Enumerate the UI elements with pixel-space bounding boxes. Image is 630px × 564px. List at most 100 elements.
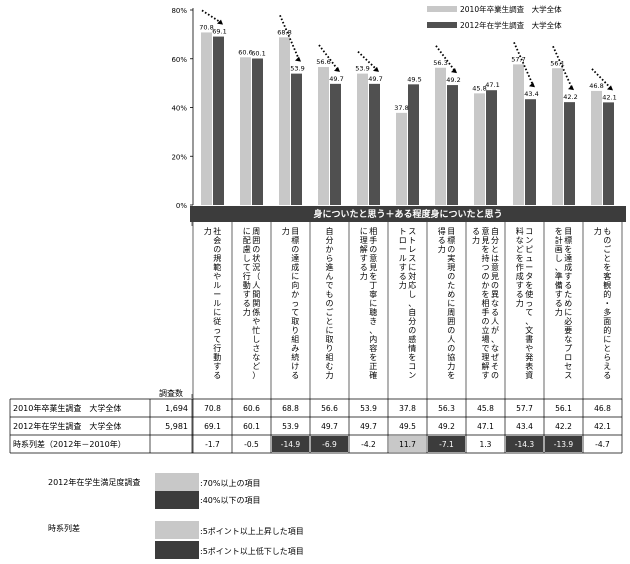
bar-2012	[486, 90, 497, 205]
category-label-char: め	[564, 299, 572, 308]
category-label-char: を	[516, 254, 524, 263]
category-label-char: 力	[243, 307, 251, 317]
category-label-char: 関	[252, 299, 260, 308]
category-label-char: 内	[369, 334, 377, 344]
table-cell: -0.5	[244, 440, 259, 449]
bar-2012	[447, 85, 458, 205]
category-label-char: 間	[252, 290, 260, 299]
cell-highlight-rise	[389, 436, 426, 452]
category-label-char: ト	[408, 236, 416, 245]
table-row-label: 時系列差（2012年－2010年）	[13, 439, 126, 449]
category-label-char: 、	[555, 263, 563, 272]
category-label-char: 向	[291, 280, 299, 290]
data-label-2010: 56.3	[433, 59, 447, 67]
category-label-char: 書	[525, 334, 533, 344]
category-label-char: っ	[291, 299, 299, 308]
y-tick-label: 80%	[171, 7, 187, 15]
category-label-char: 囲	[447, 317, 455, 326]
category-label-char: 正	[369, 362, 377, 371]
category-label-char: を	[482, 245, 490, 254]
category-label-char: の	[213, 245, 221, 254]
bars: 70.869.1 60.660.1 68.8 53.9 56.6 49.7 53.9 49.7…	[199, 23, 617, 206]
table-cell: 49.7	[321, 422, 338, 431]
category-label-char: る	[555, 299, 563, 308]
category-label-char: 見	[491, 272, 499, 281]
bar-2012	[603, 102, 614, 205]
category-label-char: き	[369, 317, 377, 326]
category-label-char: ロ	[399, 236, 407, 245]
category-label-char: や	[252, 317, 260, 326]
category-label-char: 自	[408, 307, 416, 317]
category-label-char: を	[525, 281, 533, 290]
legend-swatch-2012	[427, 22, 457, 28]
category-label-char: 行	[213, 343, 221, 353]
category-label-char: の	[369, 245, 377, 254]
data-label-2010: 57.7	[511, 55, 525, 63]
legend-label-2010: 2010年卒業生調査 大学全体	[460, 4, 562, 14]
category-label-char: の	[447, 326, 455, 335]
decline-arrow-head	[217, 19, 223, 25]
category-label-char: 相	[369, 226, 377, 236]
category-label-char: 手	[482, 307, 490, 317]
category-label-char: ど	[516, 245, 524, 254]
bar-2012	[252, 58, 263, 205]
category-label-char: に	[408, 263, 416, 272]
band-title: 身についたと思う＋ある程度身についたと思う	[313, 208, 502, 220]
decline-arrow-shaft	[201, 9, 222, 24]
category-label-char: 標	[447, 235, 455, 245]
category-label-char: 計	[555, 235, 563, 245]
key-satisfaction-title: 2012年在学生満足度調査	[48, 477, 140, 487]
category-label-char: 力	[326, 370, 334, 380]
data-label-2010: 56.1	[550, 59, 564, 67]
category-label-char: 見	[369, 263, 377, 272]
table-cell: 56.6	[321, 404, 338, 413]
category-label-char: プ	[564, 344, 572, 353]
category-label-char: 文	[525, 325, 533, 335]
category-label-char: っ	[525, 299, 533, 308]
data-label-2010: 60.6	[238, 48, 252, 56]
category-label-char: 取	[326, 335, 334, 344]
data-label-2012: 49.7	[329, 75, 343, 83]
category-label-char: す	[564, 272, 572, 281]
table-cell: 53.9	[360, 404, 377, 413]
category-label-char: 資	[525, 370, 533, 380]
category-label-char: ・	[603, 299, 611, 308]
category-label-char: の	[603, 236, 611, 245]
category-label-char: る	[516, 290, 524, 299]
category-label-char: 応	[408, 280, 416, 290]
key-label-rise: :5ポイント以上上昇した項目	[200, 527, 304, 536]
bar-2010	[396, 112, 407, 205]
category-label-char: 客	[603, 271, 611, 281]
table-n-value: 5,981	[165, 422, 188, 431]
category-label-char: 取	[291, 317, 299, 326]
table-cell: 46.8	[594, 404, 611, 413]
category-label-char: コ	[408, 362, 416, 371]
data-label-2012: 69.1	[212, 28, 226, 36]
category-label-char: コ	[525, 227, 533, 236]
category-label-char: ュ	[525, 254, 533, 263]
decline-arrow-shaft	[513, 41, 534, 86]
data-label-2012: 60.1	[251, 50, 265, 58]
category-label-char: 作	[516, 262, 524, 272]
y-tick-label: 20%	[171, 153, 187, 161]
band-background	[190, 206, 626, 222]
table-cell: 49.5	[399, 422, 416, 431]
decline-arrow-head	[334, 66, 340, 72]
table-cell: 45.8	[477, 404, 494, 413]
category-label-char: 備	[555, 280, 563, 290]
bar-2012	[408, 84, 419, 205]
category-label-char: す	[213, 362, 221, 371]
category-label-char: ル	[399, 254, 407, 263]
decline-arrow-shaft	[591, 68, 612, 90]
category-label-char: を	[555, 227, 563, 236]
bar-2010	[318, 67, 329, 205]
decline-arrow-head	[295, 56, 301, 62]
category-label-char: 相	[482, 298, 490, 308]
category-label-char: る	[564, 281, 572, 290]
category-label-char: に	[360, 227, 368, 236]
category-label-char: り	[291, 326, 299, 335]
key-swatch-rise	[155, 521, 199, 539]
category-label-char: す	[516, 281, 524, 290]
category-label-char: 分	[326, 236, 334, 245]
